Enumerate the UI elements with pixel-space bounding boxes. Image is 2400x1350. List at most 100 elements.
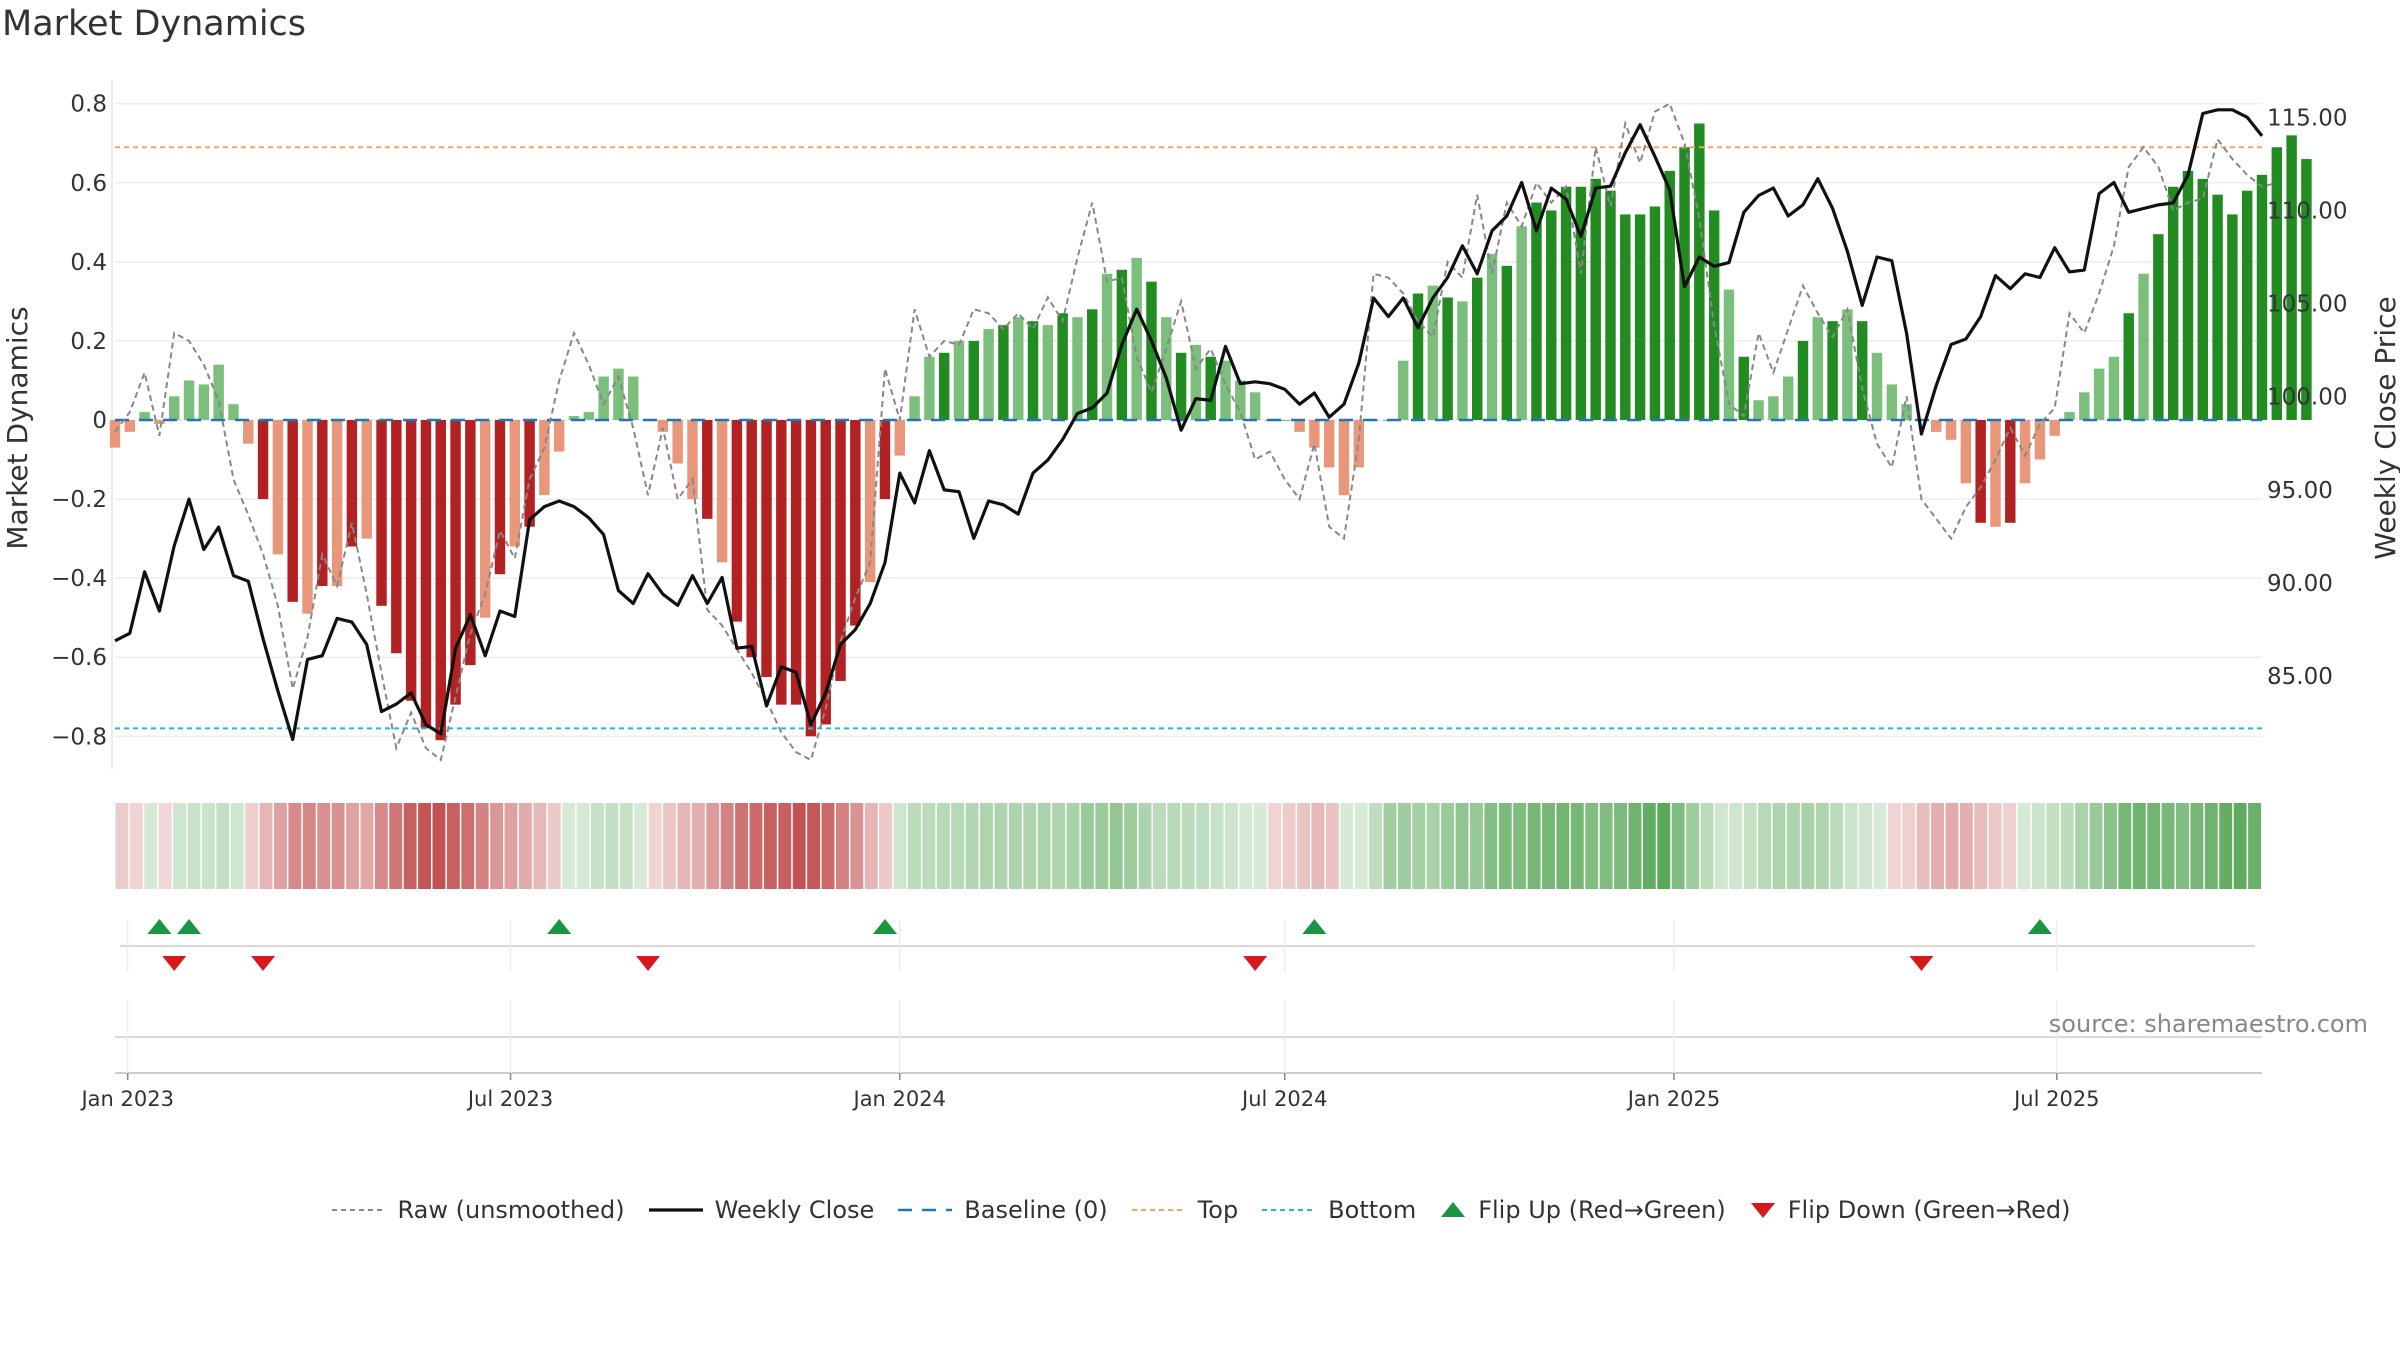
flip-up-marker bbox=[547, 919, 572, 934]
md-bar bbox=[331, 420, 343, 587]
regime-cell bbox=[1383, 803, 1397, 889]
regime-cell bbox=[2017, 803, 2031, 889]
legend-label: Baseline (0) bbox=[964, 1196, 1108, 1224]
md-bar bbox=[1664, 170, 1675, 420]
regime-cell bbox=[418, 803, 432, 889]
md-bar bbox=[1397, 360, 1409, 420]
legend-label: Raw (unsmoothed) bbox=[397, 1196, 625, 1224]
md-bar bbox=[1042, 325, 1054, 420]
regime-cell bbox=[216, 803, 230, 889]
flip-up-marker bbox=[2027, 919, 2052, 934]
md-bar bbox=[583, 412, 595, 420]
y2-tick-label: 105.00 bbox=[2267, 292, 2347, 318]
regime-cell bbox=[259, 803, 273, 889]
regime-cell bbox=[562, 803, 576, 889]
regime-cell bbox=[576, 803, 590, 889]
md-bar bbox=[169, 396, 180, 420]
md-bar bbox=[509, 420, 521, 547]
y-tick-label: 0 bbox=[92, 408, 107, 434]
regime-cell bbox=[1426, 803, 1440, 889]
y2-tick-label: 100.00 bbox=[2267, 385, 2347, 411]
y2-axis-label: Weekly Close Price bbox=[2369, 296, 2400, 559]
x-tick-label: Jan 2023 bbox=[79, 1087, 174, 1111]
md-bar bbox=[1842, 309, 1853, 420]
flip-down-marker bbox=[1243, 956, 1268, 971]
flip-down-marker bbox=[1909, 956, 1934, 971]
x-tick-label: Jan 2024 bbox=[852, 1087, 947, 1111]
md-bar bbox=[2227, 214, 2238, 420]
md-bar bbox=[1753, 400, 1764, 420]
regime-cell bbox=[1498, 803, 1512, 889]
regime-cell bbox=[432, 803, 446, 889]
flip-down-marker bbox=[162, 956, 187, 971]
md-bar bbox=[613, 368, 624, 420]
md-bar bbox=[1990, 420, 2001, 527]
flip-up-marker bbox=[177, 919, 202, 934]
md-bar bbox=[183, 380, 195, 420]
lines-layer bbox=[114, 102, 2278, 762]
regime-cell bbox=[619, 803, 633, 889]
x-tick-label: Jul 2024 bbox=[1240, 1087, 1327, 1111]
regime-cell bbox=[1225, 803, 1238, 889]
md-bar bbox=[124, 420, 136, 432]
regime-cell bbox=[2248, 803, 2261, 889]
md-bar bbox=[553, 420, 565, 452]
x-axis: Jan 2023 Jul 2023 Jan 2024 Jul 2024 Jan 2025… bbox=[79, 1073, 2100, 1111]
flipup-legend-swatch bbox=[1441, 1202, 1466, 1217]
md-bar bbox=[716, 420, 728, 563]
regime-cell bbox=[792, 803, 806, 889]
regime-cell bbox=[1397, 803, 1411, 889]
md-bar bbox=[1871, 352, 1883, 420]
md-bar bbox=[702, 420, 713, 519]
regime-cell bbox=[677, 803, 691, 889]
md-bar bbox=[198, 384, 210, 420]
md-bar bbox=[864, 420, 876, 583]
regime-cell bbox=[115, 803, 129, 889]
regime-cell bbox=[1008, 803, 1022, 889]
regime-cell bbox=[1167, 803, 1181, 889]
md-bar bbox=[1146, 281, 1157, 420]
md-bar bbox=[1057, 313, 1068, 420]
regime-cell bbox=[1152, 803, 1166, 889]
top-legend-swatch bbox=[1131, 1209, 1186, 1211]
regime-cell bbox=[893, 803, 907, 889]
md-bar bbox=[1768, 396, 1779, 420]
regime-cell bbox=[1671, 803, 1685, 889]
regime-cell bbox=[1023, 803, 1037, 889]
regime-cell bbox=[951, 803, 965, 889]
x-tick-label: Jul 2023 bbox=[466, 1087, 553, 1111]
regime-cell bbox=[634, 803, 648, 889]
md-bar bbox=[391, 420, 402, 654]
md-bar bbox=[983, 329, 994, 420]
md-bar bbox=[1412, 293, 1424, 420]
md-bar bbox=[1131, 257, 1142, 420]
regime-cell bbox=[490, 803, 504, 889]
md-bar bbox=[1309, 420, 1320, 448]
regime-cell bbox=[504, 803, 518, 889]
md-bar bbox=[2079, 392, 2090, 420]
regime-cell bbox=[1657, 803, 1671, 889]
regime-cell bbox=[1253, 803, 1267, 889]
md-bar bbox=[1782, 376, 1794, 420]
regime-cell bbox=[518, 803, 532, 889]
md-bar bbox=[494, 420, 506, 575]
regime-cell bbox=[1758, 803, 1772, 889]
legend-label: Weekly Close bbox=[714, 1196, 875, 1224]
md-bar bbox=[894, 420, 905, 456]
raw-legend-swatch bbox=[331, 1209, 386, 1211]
md-bar bbox=[1087, 309, 1098, 420]
regime-cell bbox=[1412, 803, 1426, 889]
md-bar bbox=[998, 325, 1009, 420]
regime-cell bbox=[2233, 803, 2247, 889]
md-bar bbox=[1353, 420, 1365, 468]
md-bar bbox=[479, 420, 491, 618]
legend: Raw (unsmoothed) Weekly Close Baseline (0)… bbox=[0, 1196, 2400, 1224]
md-bar bbox=[1190, 344, 1202, 420]
y-axis-label: Market Dynamics bbox=[1, 306, 34, 549]
md-bar bbox=[628, 376, 639, 420]
regime-cell bbox=[1138, 803, 1152, 889]
md-bar bbox=[1738, 356, 1749, 420]
regime-cell bbox=[648, 803, 662, 889]
regime-cell bbox=[1469, 803, 1483, 889]
regime-cell bbox=[158, 803, 172, 889]
